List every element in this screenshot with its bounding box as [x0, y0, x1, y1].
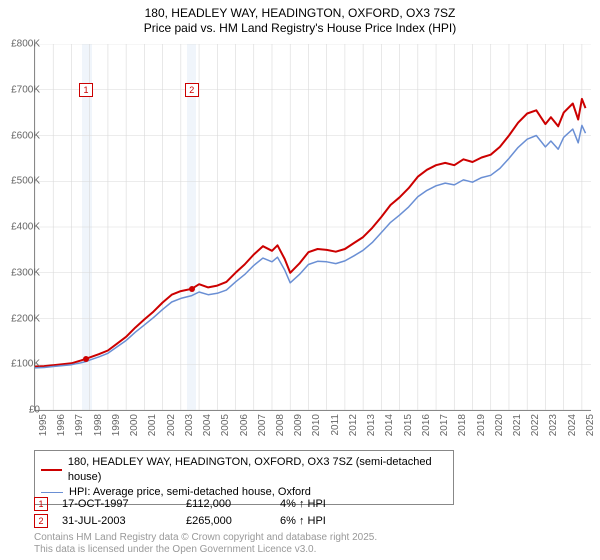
x-tick-label: 2024 — [567, 414, 578, 436]
x-tick-label: 2004 — [202, 414, 213, 436]
x-tick-label: 2017 — [439, 414, 450, 436]
sale-delta: 4% ↑ HPI — [280, 498, 326, 510]
x-tick-label: 2020 — [494, 414, 505, 436]
x-tick-label: 2010 — [311, 414, 322, 436]
x-tick-label: 2006 — [239, 414, 250, 436]
y-tick-label: £700K — [11, 84, 40, 95]
x-tick-label: 2007 — [257, 414, 268, 436]
y-tick-label: £800K — [11, 39, 40, 50]
sale-dot — [189, 286, 195, 292]
chart-svg — [35, 44, 591, 410]
x-tick-label: 2013 — [366, 414, 377, 436]
x-tick-label: 1996 — [56, 414, 67, 436]
x-tick-label: 2005 — [220, 414, 231, 436]
y-tick-label: £600K — [11, 130, 40, 141]
legend-row: 180, HEADLEY WAY, HEADINGTON, OXFORD, OX… — [41, 455, 447, 485]
sale-row: 1 17-OCT-1997 £112,000 4% ↑ HPI — [34, 497, 326, 511]
x-tick-label: 2016 — [421, 414, 432, 436]
legend-text: 180, HEADLEY WAY, HEADINGTON, OXFORD, OX… — [68, 455, 447, 485]
x-tick-label: 2009 — [293, 414, 304, 436]
x-tick-label: 2001 — [147, 414, 158, 436]
x-tick-label: 2019 — [476, 414, 487, 436]
sale-price: £265,000 — [186, 515, 266, 527]
sale-price: £112,000 — [186, 498, 266, 510]
attribution-text: Contains HM Land Registry data © Crown c… — [34, 532, 574, 556]
sale-row: 2 31-JUL-2003 £265,000 6% ↑ HPI — [34, 514, 326, 528]
sale-delta: 6% ↑ HPI — [280, 515, 326, 527]
sale-index-icon: 2 — [34, 514, 48, 528]
chart-plot-area: 12 — [34, 44, 591, 411]
sale-marker-1: 1 — [79, 83, 93, 97]
x-tick-label: 2018 — [457, 414, 468, 436]
title-line-1: 180, HEADLEY WAY, HEADINGTON, OXFORD, OX… — [0, 6, 600, 21]
x-tick-label: 2008 — [275, 414, 286, 436]
x-tick-label: 2003 — [184, 414, 195, 436]
y-tick-label: £400K — [11, 222, 40, 233]
y-tick-label: £100K — [11, 359, 40, 370]
x-tick-label: 2025 — [585, 414, 596, 436]
sale-dot — [83, 356, 89, 362]
x-tick-label: 1995 — [38, 414, 49, 436]
sale-index-icon: 1 — [34, 497, 48, 511]
x-tick-label: 1998 — [93, 414, 104, 436]
y-tick-label: £300K — [11, 267, 40, 278]
title-line-2: Price paid vs. HM Land Registry's House … — [0, 21, 600, 36]
legend-swatch — [41, 492, 63, 493]
sale-date: 31-JUL-2003 — [62, 515, 172, 527]
x-tick-label: 2022 — [530, 414, 541, 436]
y-tick-label: £500K — [11, 176, 40, 187]
chart-title-block: 180, HEADLEY WAY, HEADINGTON, OXFORD, OX… — [0, 0, 600, 36]
sales-table: 1 17-OCT-1997 £112,000 4% ↑ HPI 2 31-JUL-2003… — [34, 494, 326, 528]
x-tick-label: 2011 — [330, 414, 341, 436]
x-tick-label: 2000 — [129, 414, 140, 436]
x-tick-label: 2015 — [403, 414, 414, 436]
x-tick-label: 1997 — [74, 414, 85, 436]
x-tick-label: 1999 — [111, 414, 122, 436]
legend-swatch — [41, 469, 62, 471]
x-tick-label: 2021 — [512, 414, 523, 436]
x-tick-label: 2002 — [166, 414, 177, 436]
x-tick-label: 2014 — [384, 414, 395, 436]
sale-marker-2: 2 — [185, 83, 199, 97]
x-tick-label: 2023 — [548, 414, 559, 436]
y-tick-label: £200K — [11, 313, 40, 324]
x-tick-label: 2012 — [348, 414, 359, 436]
sale-date: 17-OCT-1997 — [62, 498, 172, 510]
